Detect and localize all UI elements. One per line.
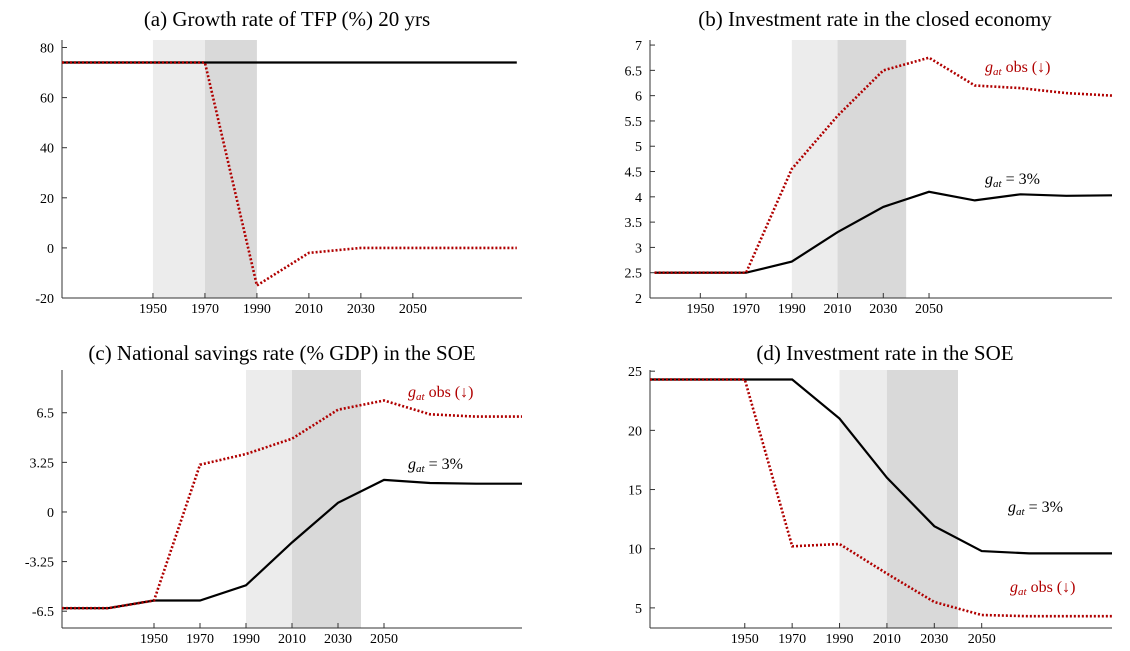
shaded-period (152, 40, 205, 298)
annotation-text: obs (↓) (425, 384, 474, 401)
y-tick-label: 6.5 (625, 64, 643, 79)
y-tick-label: 60 (40, 92, 54, 107)
annotation-text: = 3% (1025, 499, 1063, 516)
y-tick-label: 3.5 (625, 216, 643, 231)
y-tick-label: 7 (635, 39, 642, 54)
annotation-text: = 3% (425, 456, 463, 473)
annotation-subscript: at (1016, 506, 1026, 518)
annotation-subscript: at (993, 178, 1003, 190)
annotation-text: obs (↓) (1027, 579, 1076, 596)
panel: -6.5 -3.25 0 3.25 6.5 1950 1970 1990 2010 2030 205… (25, 341, 522, 647)
y-tick-label: 20 (40, 192, 54, 207)
y-tick-label: 10 (628, 543, 642, 558)
x-tick-label: 2010 (278, 632, 306, 647)
annotation-symbol: g (408, 384, 416, 401)
x-tick-label: 2050 (399, 302, 427, 317)
x-tick-label: 1950 (731, 632, 759, 647)
y-tick-label: 20 (628, 424, 642, 439)
annotation-symbol: g (985, 59, 993, 76)
x-tick-label: 2010 (824, 302, 852, 317)
annotation-subscript: at (993, 66, 1003, 78)
annotation-text: obs (↓) (1002, 59, 1051, 76)
annotation-subscript: at (1018, 586, 1028, 598)
y-tick-label: 4.5 (625, 166, 643, 181)
panel: -20 0 20 40 60 80 1950 1970 1990 2010 2030 2050 (a) … (35, 7, 522, 317)
annotation: gat obs (↓) (408, 384, 473, 403)
x-tick-label: 1950 (140, 632, 168, 647)
x-tick-label: 1990 (778, 302, 806, 317)
panel-title: (d) Investment rate in the SOE (756, 341, 1013, 365)
annotation-symbol: g (1010, 579, 1018, 596)
x-tick-label: 2030 (920, 632, 948, 647)
series-line (650, 378, 1112, 555)
y-tick-label: 25 (628, 365, 642, 380)
shaded-period (791, 40, 838, 298)
y-tick-label: 6.5 (37, 407, 55, 422)
y-tick-label: 0 (47, 506, 54, 521)
x-tick-label: 1990 (243, 302, 271, 317)
x-tick-label: 1990 (826, 632, 854, 647)
annotation-symbol: g (1008, 499, 1016, 516)
shaded-period (837, 40, 907, 298)
x-tick-label: 2030 (869, 302, 897, 317)
x-tick-label: 1970 (778, 632, 806, 647)
y-tick-label: 2.5 (625, 267, 643, 282)
y-tick-label: -3.25 (25, 556, 54, 571)
x-tick-label: 2010 (873, 632, 901, 647)
annotation-symbol: g (408, 456, 416, 473)
annotation-subscript: at (416, 463, 426, 475)
y-tick-label: 80 (40, 42, 54, 57)
annotation: gat = 3% (985, 171, 1040, 190)
annotation: gat = 3% (1008, 499, 1063, 518)
panel-title: (a) Growth rate of TFP (%) 20 yrs (144, 7, 430, 31)
series-line (62, 61, 517, 288)
annotation-symbol: g (985, 171, 993, 188)
x-tick-label: 2010 (295, 302, 323, 317)
y-tick-label: 5 (635, 140, 642, 155)
y-tick-label: 2 (635, 292, 642, 307)
y-tick-label: 5.5 (625, 115, 643, 130)
y-tick-label: 15 (628, 484, 642, 499)
x-tick-label: 2050 (370, 632, 398, 647)
x-tick-label: 2050 (968, 632, 996, 647)
y-tick-label: 40 (40, 142, 54, 157)
annotation-subscript: at (416, 391, 426, 403)
annotation: gat obs (↓) (1010, 579, 1075, 598)
x-tick-label: 1950 (686, 302, 714, 317)
series-line (62, 399, 522, 610)
x-tick-label: 1970 (732, 302, 760, 317)
y-tick-label: -6.5 (32, 605, 54, 620)
annotation: gat obs (↓) (985, 59, 1050, 78)
panel-title: (c) National savings rate (% GDP) in the… (88, 341, 475, 365)
y-tick-label: 3.25 (30, 456, 55, 471)
x-tick-label: 1970 (191, 302, 219, 317)
x-tick-label: 1950 (139, 302, 167, 317)
shaded-period (839, 370, 887, 628)
annotation-text: = 3% (1002, 171, 1040, 188)
y-tick-label: 4 (635, 191, 642, 206)
y-tick-label: 6 (635, 90, 642, 105)
shaded-period (292, 370, 361, 628)
x-tick-label: 2050 (915, 302, 943, 317)
series-line (654, 56, 1113, 274)
x-tick-label: 2030 (324, 632, 352, 647)
y-tick-label: 5 (635, 602, 642, 617)
y-tick-label: -20 (35, 292, 54, 307)
panel-title: (b) Investment rate in the closed econom… (698, 7, 1052, 31)
shaded-period (886, 370, 958, 628)
shaded-period (246, 370, 292, 628)
y-tick-label: 0 (47, 242, 54, 257)
y-tick-label: 3 (635, 241, 642, 256)
annotation: gat = 3% (408, 456, 463, 475)
x-tick-label: 2030 (347, 302, 375, 317)
x-tick-label: 1970 (186, 632, 214, 647)
panel: 2 2.5 3 3.5 4 4.5 5 5.5 6 6.5 7 1950 1970 1990 2010 203… (625, 7, 1113, 317)
x-tick-label: 1990 (232, 632, 260, 647)
